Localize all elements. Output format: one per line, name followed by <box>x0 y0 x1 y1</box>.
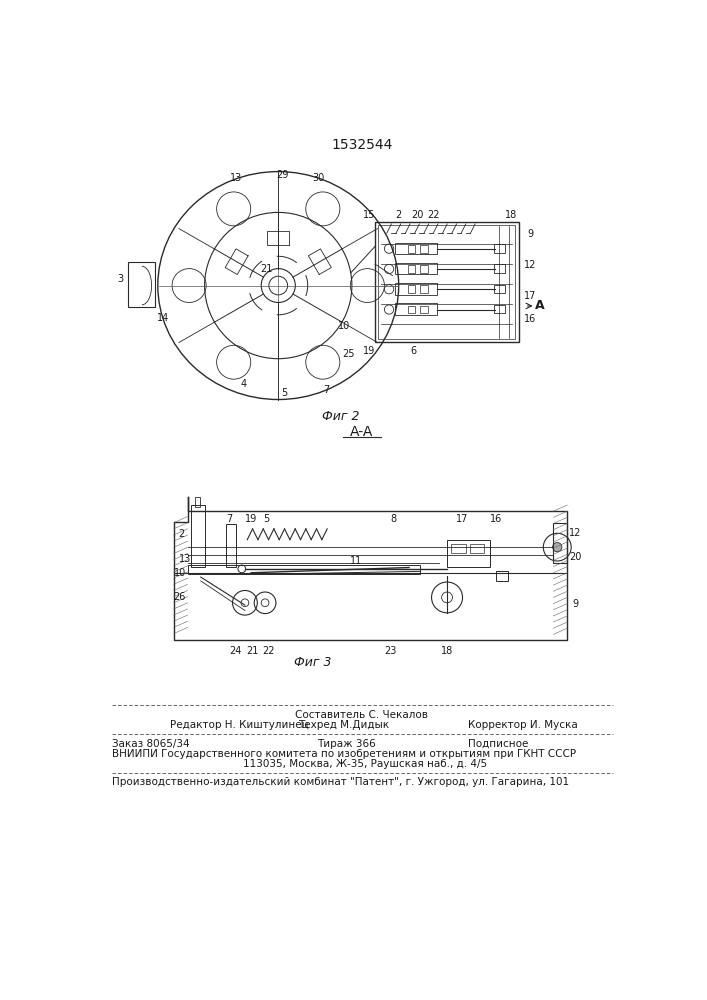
Text: Техред М.Дидык: Техред М.Дидык <box>298 720 389 730</box>
Text: Фиг 2: Фиг 2 <box>322 410 359 423</box>
Bar <box>408 306 416 313</box>
Bar <box>470 544 484 553</box>
Text: 22: 22 <box>427 210 440 220</box>
Text: 11: 11 <box>350 556 362 566</box>
Bar <box>447 540 490 567</box>
Text: 10: 10 <box>339 321 351 331</box>
Bar <box>378 225 515 339</box>
Bar <box>420 285 428 293</box>
Text: 1532544: 1532544 <box>332 138 392 152</box>
Text: 16: 16 <box>524 314 536 324</box>
Text: 7: 7 <box>226 514 233 524</box>
Bar <box>375 222 518 342</box>
Text: 21: 21 <box>260 264 273 274</box>
Text: 113035, Москва, Ж-35, Раушская наб., д. 4/5: 113035, Москва, Ж-35, Раушская наб., д. … <box>243 759 488 769</box>
Text: 7: 7 <box>323 385 329 395</box>
Bar <box>554 523 567 563</box>
Bar <box>408 285 416 293</box>
Text: 30: 30 <box>312 173 325 183</box>
Text: 29: 29 <box>276 170 288 180</box>
Bar <box>128 262 155 307</box>
Bar <box>496 571 508 581</box>
Text: 26: 26 <box>174 592 186 602</box>
Text: 2: 2 <box>178 529 185 539</box>
Bar <box>187 565 421 574</box>
Text: Подписное: Подписное <box>468 739 529 749</box>
Text: 13: 13 <box>230 173 242 183</box>
Text: 13: 13 <box>179 554 192 564</box>
Text: A: A <box>535 299 545 312</box>
Text: 10: 10 <box>174 568 186 578</box>
Bar <box>420 245 428 253</box>
Text: 6: 6 <box>411 346 417 356</box>
Text: 25: 25 <box>341 349 354 359</box>
Text: 23: 23 <box>384 646 396 656</box>
Bar <box>493 285 505 293</box>
Bar <box>493 264 505 273</box>
Bar <box>395 263 437 274</box>
Text: Составитель С. Чекалов: Составитель С. Чекалов <box>296 710 428 720</box>
Bar <box>451 544 467 553</box>
Bar <box>395 303 437 315</box>
Bar <box>420 306 428 313</box>
Bar <box>493 244 505 253</box>
Text: 19: 19 <box>363 346 375 356</box>
Text: 12: 12 <box>524 260 537 270</box>
Text: 2: 2 <box>395 210 402 220</box>
Text: ВНИИПИ Государственного комитета по изобретениям и открытиям при ГКНТ СССР: ВНИИПИ Государственного комитета по изоб… <box>112 749 575 759</box>
Text: 18: 18 <box>441 646 453 656</box>
Bar <box>195 497 200 507</box>
Bar <box>226 524 235 567</box>
Text: 21: 21 <box>247 646 259 656</box>
Text: 3: 3 <box>117 274 123 284</box>
Text: 9: 9 <box>572 599 578 609</box>
Text: 15: 15 <box>363 210 375 220</box>
Text: Тираж 366: Тираж 366 <box>317 739 375 749</box>
Text: A-A: A-A <box>350 425 373 439</box>
Text: 18: 18 <box>505 210 517 220</box>
Bar <box>395 243 437 254</box>
Text: 17: 17 <box>524 291 537 301</box>
Text: 20: 20 <box>569 552 581 562</box>
Text: 5: 5 <box>264 514 270 524</box>
Text: Корректор И. Муска: Корректор И. Муска <box>468 720 578 730</box>
Text: Редактор Н. Киштулинец: Редактор Н. Киштулинец <box>170 720 308 730</box>
Bar <box>420 265 428 273</box>
Text: 12: 12 <box>569 528 581 538</box>
Bar <box>191 505 204 567</box>
Text: 17: 17 <box>456 514 469 524</box>
Text: 9: 9 <box>527 229 533 239</box>
Bar <box>408 245 416 253</box>
Text: 5: 5 <box>281 388 288 398</box>
Text: 22: 22 <box>262 646 274 656</box>
Circle shape <box>553 543 562 552</box>
Text: 16: 16 <box>490 514 503 524</box>
Text: 8: 8 <box>391 514 397 524</box>
Text: 19: 19 <box>245 514 257 524</box>
Bar <box>493 305 505 313</box>
Text: 24: 24 <box>230 646 242 656</box>
Text: Производственно-издательский комбинат "Патент", г. Ужгород, ул. Гагарина, 101: Производственно-издательский комбинат "П… <box>112 777 568 787</box>
Text: Заказ 8065/34: Заказ 8065/34 <box>112 739 189 749</box>
Bar <box>395 283 437 295</box>
Text: 4: 4 <box>240 379 247 389</box>
Text: Фиг 3: Фиг 3 <box>294 656 332 669</box>
Text: 14: 14 <box>157 313 169 323</box>
Text: 20: 20 <box>411 210 424 220</box>
Bar <box>408 265 416 273</box>
